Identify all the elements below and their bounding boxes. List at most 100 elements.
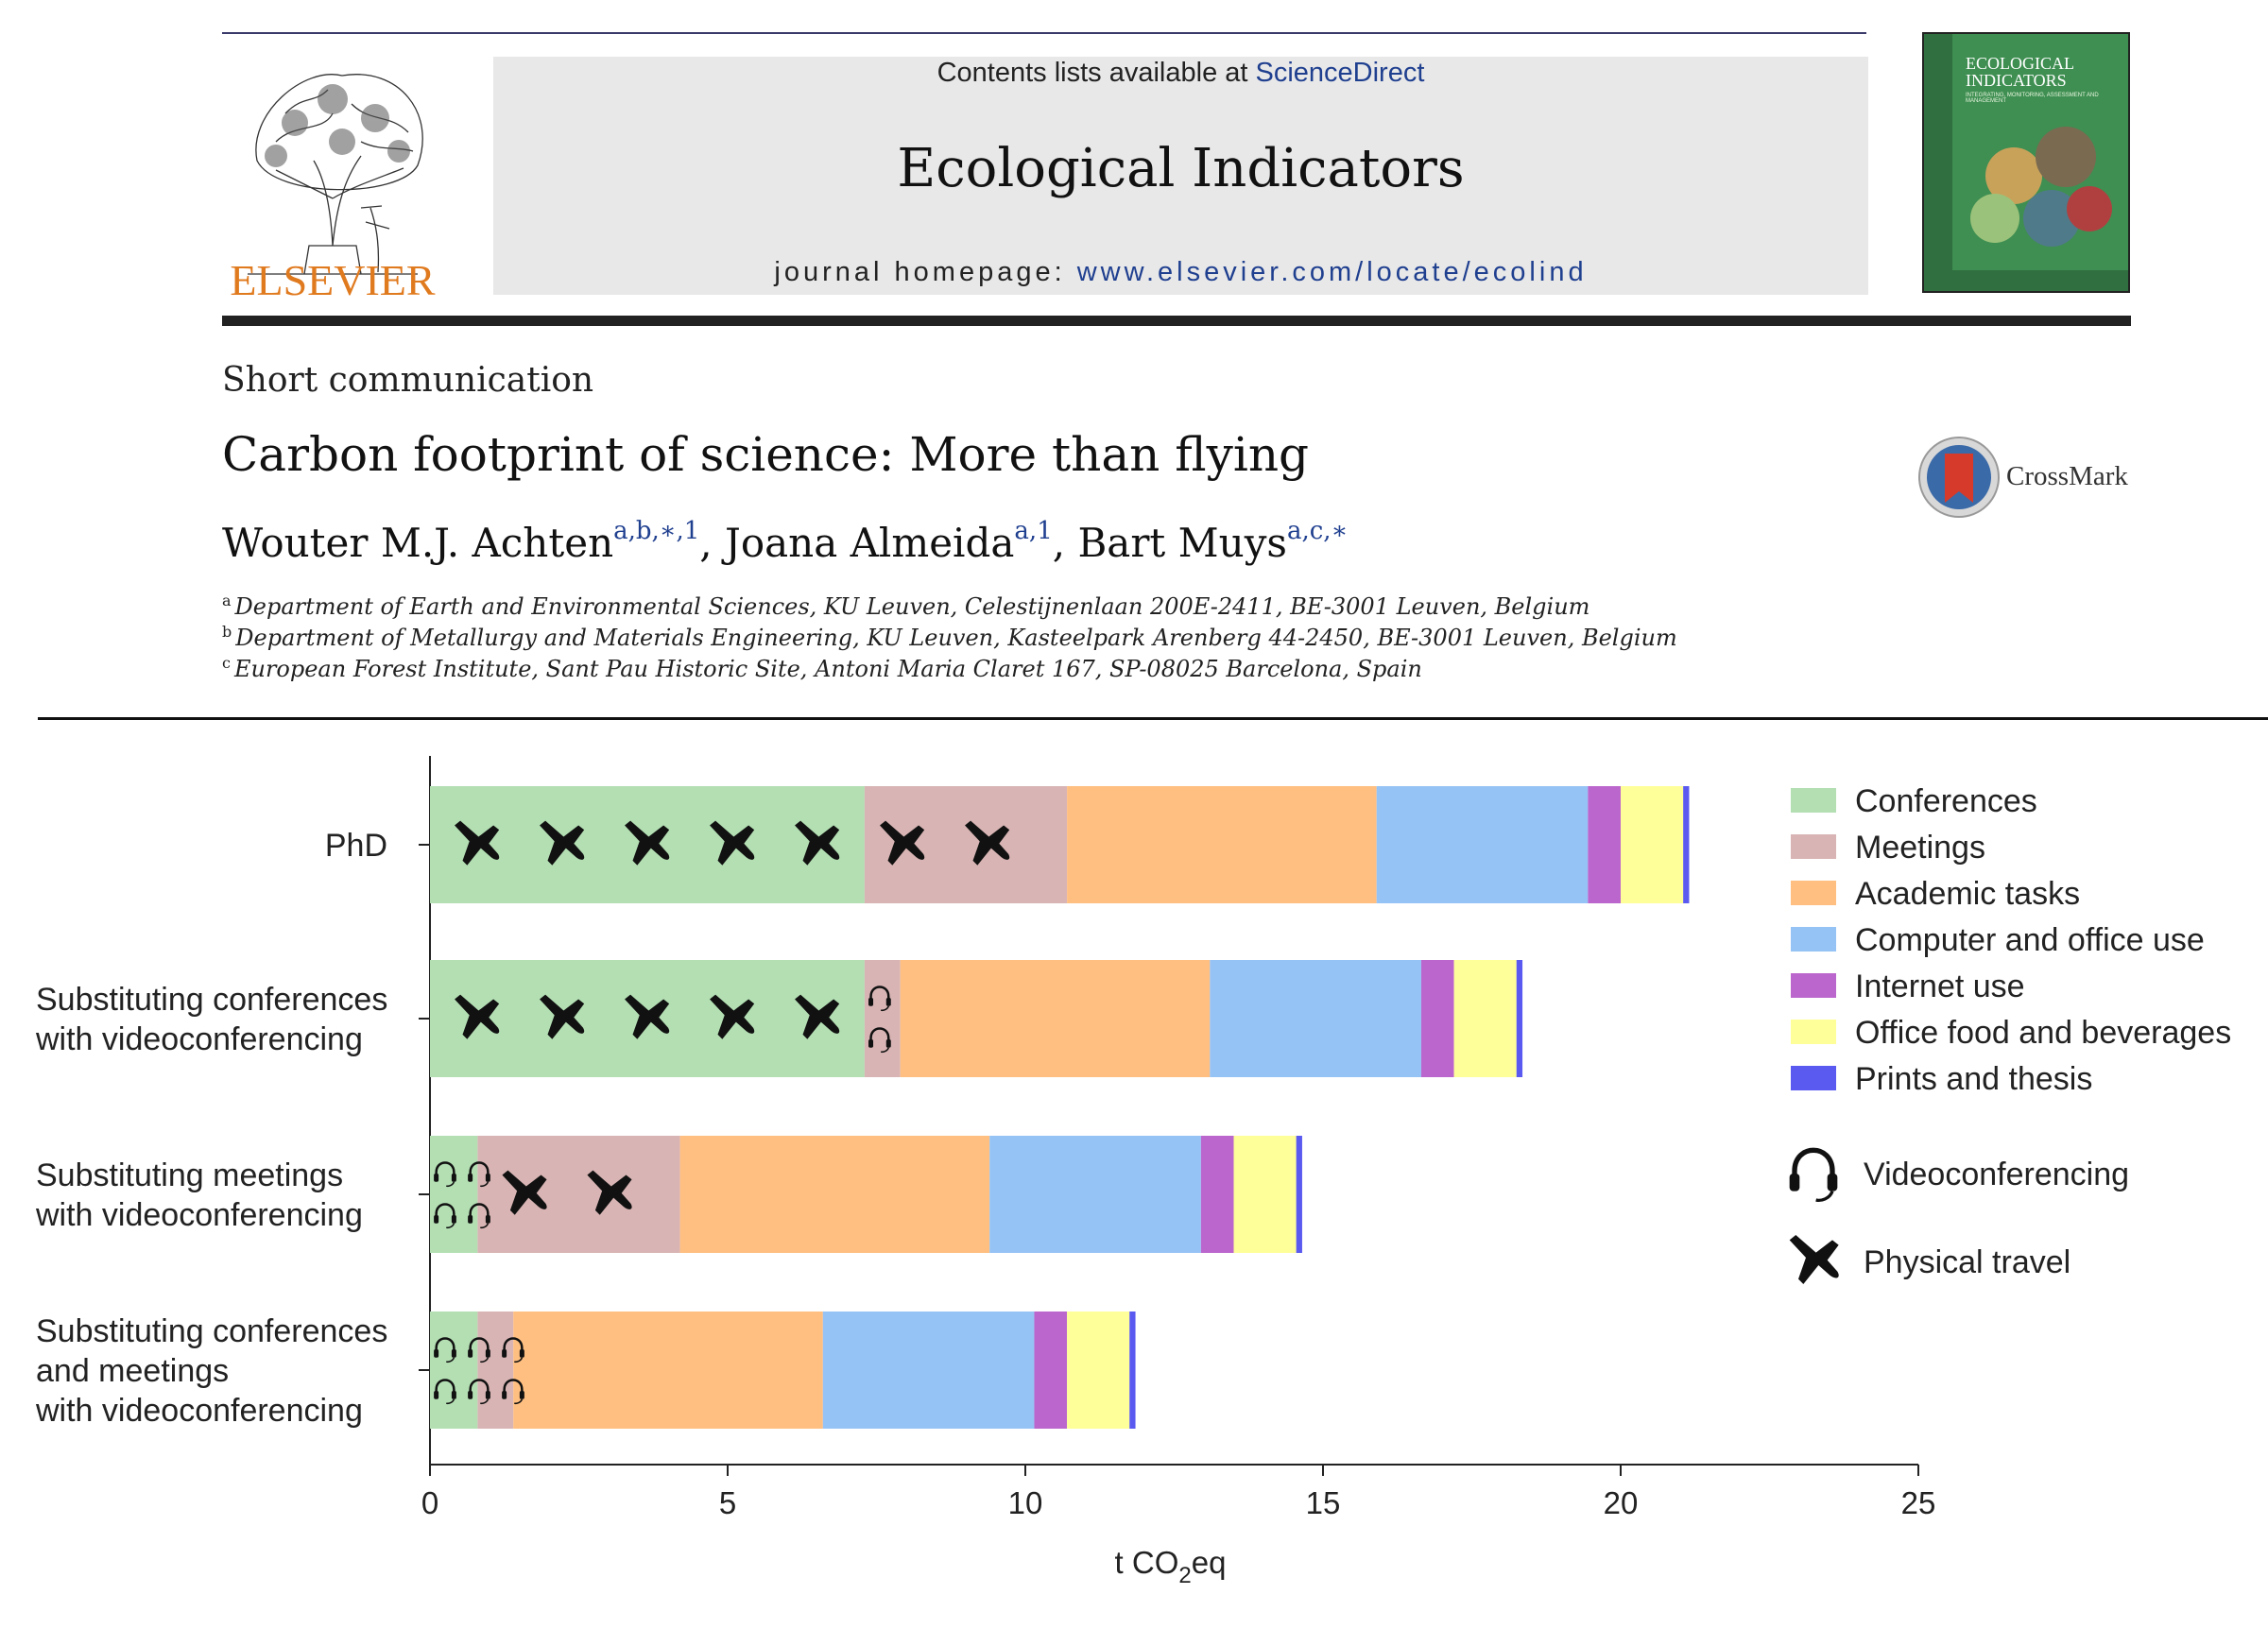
bar-segment bbox=[1233, 1136, 1297, 1253]
journal-cover-thumbnail[interactable]: ECOLOGICAL INDICATORS INTEGRATING, MONIT… bbox=[1922, 32, 2130, 293]
contents-prefix: Contents lists available at bbox=[936, 58, 1256, 88]
bar-segment bbox=[1034, 1312, 1068, 1429]
bar-segment bbox=[679, 1136, 990, 1253]
chart-bars bbox=[430, 786, 1690, 1429]
homepage-line: journal homepage: www.elsevier.com/locat… bbox=[493, 257, 1868, 288]
cover-subtitle: INTEGRATING, MONITORING, ASSESSMENT AND … bbox=[1966, 93, 2099, 104]
affiliation-mark: a bbox=[222, 592, 232, 609]
legend-label: Office food and beverages bbox=[1855, 1015, 2231, 1051]
cover-artwork bbox=[1924, 34, 2128, 291]
affiliation-c: c European Forest Institute, Sant Pau His… bbox=[222, 654, 1422, 682]
bar-segment bbox=[1453, 960, 1517, 1077]
article-title: Carbon footprint of science: More than f… bbox=[222, 427, 1310, 482]
bar-segment bbox=[1210, 960, 1421, 1077]
crossmark-icon bbox=[1918, 437, 2000, 518]
homepage-link[interactable]: www.elsevier.com/locate/ecolind bbox=[1076, 257, 1588, 287]
legend-swatch bbox=[1791, 788, 1836, 813]
legend-swatch bbox=[1791, 1020, 1836, 1044]
bar-segment bbox=[477, 1312, 514, 1429]
bar-segment bbox=[1067, 1312, 1130, 1429]
x-tick-label: 10 bbox=[1008, 1485, 1043, 1520]
elsevier-tree-logo bbox=[248, 74, 423, 275]
bar-segment bbox=[1516, 960, 1523, 1077]
bar-segment bbox=[477, 1136, 680, 1253]
section-separator bbox=[38, 717, 2268, 720]
bar-segment bbox=[1296, 1136, 1302, 1253]
bar-segment bbox=[513, 1312, 823, 1429]
category-label: with videoconferencing bbox=[35, 1021, 363, 1057]
bar-segment bbox=[822, 1312, 1035, 1429]
author-affiliation-marks[interactable]: a,b,∗,1 bbox=[613, 517, 700, 545]
author-affiliation-marks[interactable]: a,1 bbox=[1014, 517, 1053, 545]
author-list: Wouter M.J. Achtena,b,∗,1, Joana Almeida… bbox=[222, 517, 1349, 566]
x-tick-label: 5 bbox=[719, 1485, 736, 1520]
legend-label: Internet use bbox=[1855, 969, 2025, 1004]
journal-name: Ecological Indicators bbox=[897, 138, 1465, 199]
bar-segment bbox=[1420, 960, 1454, 1077]
legend-label: Academic tasks bbox=[1855, 876, 2080, 912]
chart-legend: Conferences Meetings Academic tasks Compute… bbox=[1789, 783, 2231, 1284]
bar-segment bbox=[1376, 786, 1589, 903]
category-label: and meetings bbox=[36, 1353, 229, 1389]
x-tick-label: 15 bbox=[1306, 1485, 1341, 1520]
airplane-icon bbox=[1789, 1235, 1839, 1284]
legend-swatch bbox=[1791, 881, 1836, 905]
affiliation-a: a Department of Earth and Environmental S… bbox=[222, 592, 1589, 620]
sciencedirect-link[interactable]: ScienceDirect bbox=[1255, 58, 1425, 88]
bar-segment bbox=[430, 1136, 478, 1253]
header-bottom-bar bbox=[222, 316, 2131, 326]
x-tick-label: 20 bbox=[1604, 1485, 1639, 1520]
crossmark-badge[interactable]: CrossMark bbox=[1916, 435, 2134, 520]
author-name[interactable]: Joana Almeida bbox=[725, 520, 1015, 566]
x-tick-label: 25 bbox=[1901, 1485, 1936, 1520]
bar-segment bbox=[900, 960, 1211, 1077]
elsevier-wordmark: ELSEVIER bbox=[230, 256, 436, 304]
legend-symbol-label: Videoconferencing bbox=[1864, 1157, 2129, 1192]
figure-carbon-footprint: PhD Substituting conferences with videocon… bbox=[0, 737, 2268, 1616]
author-affiliation-marks[interactable]: a,c,∗ bbox=[1286, 517, 1349, 545]
x-axis-label-part: t CO bbox=[1115, 1545, 1179, 1580]
legend-label: Meetings bbox=[1855, 830, 1985, 866]
category-label: Substituting conferences bbox=[36, 1313, 387, 1349]
category-label: with videoconferencing bbox=[35, 1197, 363, 1233]
bar-segment bbox=[430, 1312, 478, 1429]
bar-segment bbox=[864, 960, 901, 1077]
bar-segment bbox=[1129, 1312, 1136, 1429]
homepage-prefix: journal homepage: bbox=[774, 257, 1077, 287]
category-label: Substituting conferences bbox=[36, 982, 387, 1018]
top-rule bbox=[222, 32, 1866, 34]
affiliation-mark: c bbox=[222, 654, 231, 672]
legend-swatch bbox=[1791, 973, 1836, 998]
bar-segment bbox=[989, 1136, 1201, 1253]
headset-icon bbox=[1790, 1150, 1838, 1200]
legend-symbol-label: Physical travel bbox=[1864, 1244, 2070, 1280]
affiliation-text: European Forest Institute, Sant Pau Hist… bbox=[233, 656, 1422, 682]
author-name[interactable]: Wouter M.J. Achten bbox=[222, 520, 614, 566]
author-separator: , bbox=[699, 520, 725, 566]
x-axis-label-subscript: 2 bbox=[1178, 1563, 1191, 1588]
cover-title: ECOLOGICAL INDICATORS bbox=[1966, 54, 2074, 90]
legend-swatch bbox=[1791, 834, 1836, 859]
bar-segment bbox=[1683, 786, 1690, 903]
contents-line: Contents lists available at ScienceDirec… bbox=[493, 57, 1868, 89]
affiliation-b: b Department of Metallurgy and Materials … bbox=[222, 623, 1677, 651]
affiliation-mark: b bbox=[222, 623, 232, 641]
author-name[interactable]: Bart Muys bbox=[1077, 520, 1287, 566]
journal-header-box: Contents lists available at ScienceDirec… bbox=[493, 57, 1868, 295]
category-label: PhD bbox=[325, 828, 387, 864]
legend-swatch bbox=[1791, 1066, 1836, 1090]
bar-segment bbox=[1588, 786, 1621, 903]
category-label: Substituting meetings bbox=[36, 1157, 343, 1193]
bar-segment bbox=[1067, 786, 1377, 903]
affiliation-text: Department of Earth and Environmental Sc… bbox=[234, 593, 1590, 620]
legend-label: Computer and office use bbox=[1855, 922, 2205, 958]
x-axis-label-part: eq bbox=[1192, 1545, 1227, 1580]
category-label: with videoconferencing bbox=[35, 1393, 363, 1429]
legend-label: Prints and thesis bbox=[1855, 1061, 2092, 1097]
author-separator: , bbox=[1052, 520, 1078, 566]
legend-swatch bbox=[1791, 927, 1836, 952]
x-tick-label: 0 bbox=[421, 1485, 438, 1520]
chart-ticks: 0 5 10 15 20 25 bbox=[421, 1465, 1936, 1520]
